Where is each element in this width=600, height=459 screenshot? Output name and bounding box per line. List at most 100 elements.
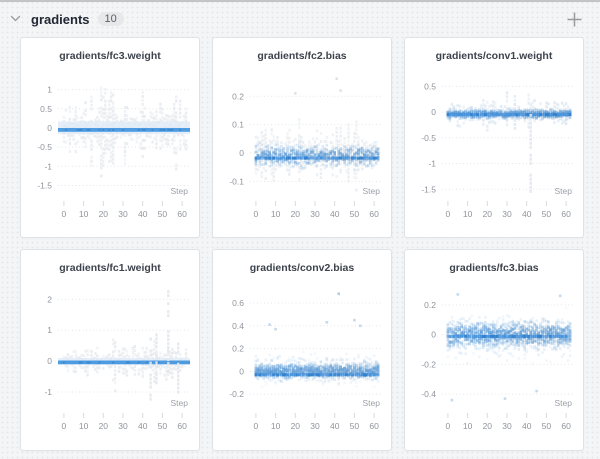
chart-title: gradients/fc3.weight	[59, 50, 161, 62]
svg-text:50: 50	[542, 421, 552, 431]
svg-text:0.1: 0.1	[232, 120, 244, 130]
chart-title: gradients/conv1.weight	[435, 50, 553, 62]
svg-text:50: 50	[542, 209, 552, 219]
svg-text:0: 0	[62, 209, 67, 219]
svg-text:50: 50	[350, 421, 360, 431]
svg-text:20: 20	[99, 209, 109, 219]
svg-text:0: 0	[239, 148, 244, 158]
svg-text:0.2: 0.2	[424, 300, 436, 310]
chart-panel[interactable]: gradients/fc3.bias 0.2 0 -0.2 -0.4 0 10 20 30 40 5…	[404, 249, 584, 451]
svg-text:20: 20	[483, 421, 493, 431]
svg-text:40: 40	[330, 421, 340, 431]
svg-text:-0.2: -0.2	[229, 389, 244, 399]
chart-title: gradients/fc2.bias	[257, 50, 347, 62]
chart-title: gradients/fc3.bias	[449, 262, 539, 274]
svg-text:-0.4: -0.4	[421, 389, 436, 399]
svg-text:10: 10	[463, 209, 473, 219]
svg-text:-0.1: -0.1	[229, 176, 244, 186]
svg-text:2: 2	[47, 294, 52, 304]
section-header: gradients 10	[0, 2, 600, 36]
svg-text:0.4: 0.4	[232, 321, 244, 331]
svg-text:30: 30	[118, 421, 128, 431]
svg-text:60: 60	[369, 209, 379, 219]
svg-text:-1: -1	[44, 161, 52, 171]
svg-text:0: 0	[431, 330, 436, 340]
svg-text:-1.5: -1.5	[421, 184, 436, 194]
panel-count-badge: 10	[97, 12, 124, 26]
svg-text:-0.5: -0.5	[421, 133, 436, 143]
plus-icon	[565, 10, 584, 29]
histogram-chart: 0.5 0 -0.5 -1 -1.5 0 10 20 30 40 50 60 Step	[421, 81, 574, 219]
svg-text:60: 60	[369, 421, 379, 431]
svg-text:10: 10	[79, 209, 89, 219]
histogram-chart: 0.6 0.4 0.2 0 -0.2 0 10 20 30 40 50 60 Step	[229, 292, 382, 431]
svg-text:10: 10	[463, 421, 473, 431]
chart-title: gradients/conv2.bias	[249, 262, 355, 274]
svg-text:10: 10	[271, 421, 281, 431]
chart-panel[interactable]: gradients/fc2.bias 0.2 0.1 0 -0.1 0 10 20 30 40 50…	[212, 37, 392, 238]
svg-text:0: 0	[254, 209, 259, 219]
svg-text:30: 30	[502, 421, 512, 431]
svg-text:Step: Step	[171, 398, 189, 408]
svg-text:-1.5: -1.5	[37, 180, 52, 190]
svg-text:10: 10	[79, 421, 89, 431]
svg-text:0: 0	[446, 209, 451, 219]
svg-text:60: 60	[177, 421, 187, 431]
svg-text:-1: -1	[44, 387, 52, 397]
svg-text:-0.5: -0.5	[37, 142, 52, 152]
chart-panel[interactable]: gradients/fc3.weight 1 0.5 0 -0.5 -1 -1.5 0 10 20…	[20, 37, 200, 238]
svg-text:Step: Step	[363, 398, 381, 408]
section-title[interactable]: gradients	[31, 11, 90, 27]
chart-title: gradients/fc1.weight	[59, 262, 161, 274]
svg-text:0: 0	[62, 421, 67, 431]
histogram-chart: 1 0.5 0 -0.5 -1 -1.5 0 10 20 30 40 50 60 Step	[37, 85, 190, 219]
svg-text:50: 50	[158, 421, 168, 431]
histogram-chart: 0.2 0.1 0 -0.1 0 10 20 30 40 50 60 Step	[229, 77, 382, 219]
svg-text:Step: Step	[363, 186, 381, 196]
chart-panel[interactable]: gradients/conv2.bias 0.6 0.4 0.2 0 -0.2 0 10 20 3…	[212, 249, 392, 451]
svg-text:0: 0	[47, 356, 52, 366]
svg-text:20: 20	[291, 421, 301, 431]
svg-text:20: 20	[99, 421, 109, 431]
svg-text:-0.2: -0.2	[421, 359, 436, 369]
svg-text:40: 40	[522, 421, 532, 431]
svg-text:0: 0	[47, 123, 52, 133]
section-collapse-toggle[interactable]	[8, 13, 23, 25]
svg-text:60: 60	[561, 421, 571, 431]
svg-text:50: 50	[158, 209, 168, 219]
svg-text:1: 1	[47, 85, 52, 95]
svg-text:-1: -1	[428, 159, 436, 169]
add-panel-button[interactable]	[563, 8, 586, 31]
svg-text:30: 30	[310, 209, 320, 219]
svg-text:60: 60	[561, 209, 571, 219]
chevron-down-icon	[10, 15, 21, 23]
svg-text:Step: Step	[555, 186, 573, 196]
svg-text:20: 20	[483, 209, 493, 219]
svg-text:60: 60	[177, 209, 187, 219]
svg-text:0.5: 0.5	[40, 104, 52, 114]
chart-panel[interactable]: gradients/fc1.weight 2 1 0 -1 0 10 20 30 40 50 60 St…	[20, 249, 200, 451]
svg-text:10: 10	[271, 209, 281, 219]
panel-grid: gradients/fc3.weight 1 0.5 0 -0.5 -1 -1.5 0 10 20…	[0, 36, 600, 451]
svg-text:30: 30	[502, 209, 512, 219]
chart-panel[interactable]: gradients/conv1.weight 0.5 0 -0.5 -1 -1.5 0 10 2…	[404, 37, 584, 238]
svg-text:0.2: 0.2	[232, 91, 244, 101]
svg-text:40: 40	[138, 421, 148, 431]
svg-text:0: 0	[446, 421, 451, 431]
svg-text:Step: Step	[171, 186, 189, 196]
svg-text:0: 0	[254, 421, 259, 431]
svg-text:0: 0	[431, 107, 436, 117]
svg-text:0: 0	[239, 366, 244, 376]
svg-text:40: 40	[522, 209, 532, 219]
svg-text:0.2: 0.2	[232, 344, 244, 354]
svg-text:0.5: 0.5	[424, 81, 436, 91]
svg-text:20: 20	[291, 209, 301, 219]
svg-text:0.6: 0.6	[232, 298, 244, 308]
svg-text:1: 1	[47, 325, 52, 335]
svg-text:40: 40	[138, 209, 148, 219]
svg-text:30: 30	[310, 421, 320, 431]
svg-text:50: 50	[350, 209, 360, 219]
svg-text:40: 40	[330, 209, 340, 219]
